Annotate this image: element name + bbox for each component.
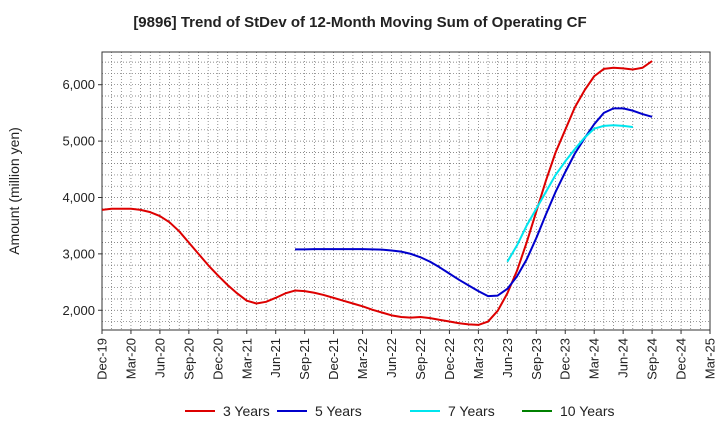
y-tick-label: 2,000	[62, 303, 95, 318]
x-tick-label: Dec-20	[210, 338, 225, 380]
y-tick-label: 6,000	[62, 77, 95, 92]
plot-area	[102, 52, 710, 330]
x-tick-label: Mar-20	[123, 338, 138, 379]
x-tick-label: Sep-21	[297, 338, 312, 380]
series-line-7-years	[506, 124, 633, 263]
x-tick-label: Jun-23	[500, 338, 515, 378]
y-tick-label: 3,000	[62, 246, 95, 261]
x-tick-label: Dec-23	[558, 338, 573, 380]
x-tick-label: Mar-21	[239, 338, 254, 379]
legend-label: 3 Years	[223, 403, 270, 419]
y-axis-label: Amount (million yen)	[6, 127, 22, 255]
x-tick-label: Mar-23	[471, 338, 486, 379]
x-tick-label: Sep-20	[181, 338, 196, 380]
plot-frame	[101, 51, 711, 331]
x-tick-label: Jun-20	[152, 338, 167, 378]
chart-title: [9896] Trend of StDev of 12-Month Moving…	[133, 14, 587, 31]
x-tick-label: Mar-24	[587, 338, 602, 379]
legend-label: 7 Years	[448, 403, 495, 419]
x-tick-label: Jun-21	[268, 338, 283, 378]
y-tick-label: 5,000	[62, 134, 95, 149]
x-tick-label: Dec-22	[442, 338, 457, 380]
x-tick-label: Jun-24	[616, 338, 631, 378]
x-tick-label: Mar-25	[703, 338, 718, 379]
x-tick-label: Dec-24	[674, 338, 689, 380]
x-tick-label: Sep-23	[529, 338, 544, 380]
x-tick-label: Sep-24	[645, 338, 660, 380]
series-line-5-years	[295, 107, 653, 298]
y-tick-label: 4,000	[62, 190, 95, 205]
x-tick-label: Dec-19	[95, 338, 110, 380]
x-tick-label: Jun-22	[384, 338, 399, 378]
series-line-3-years	[101, 60, 653, 326]
x-tick-label: Mar-22	[355, 338, 370, 379]
legend-label: 10 Years	[560, 403, 615, 419]
x-tick-label: Sep-22	[413, 338, 428, 380]
legend-label: 5 Years	[315, 403, 362, 419]
x-tick-label: Dec-21	[326, 338, 341, 380]
